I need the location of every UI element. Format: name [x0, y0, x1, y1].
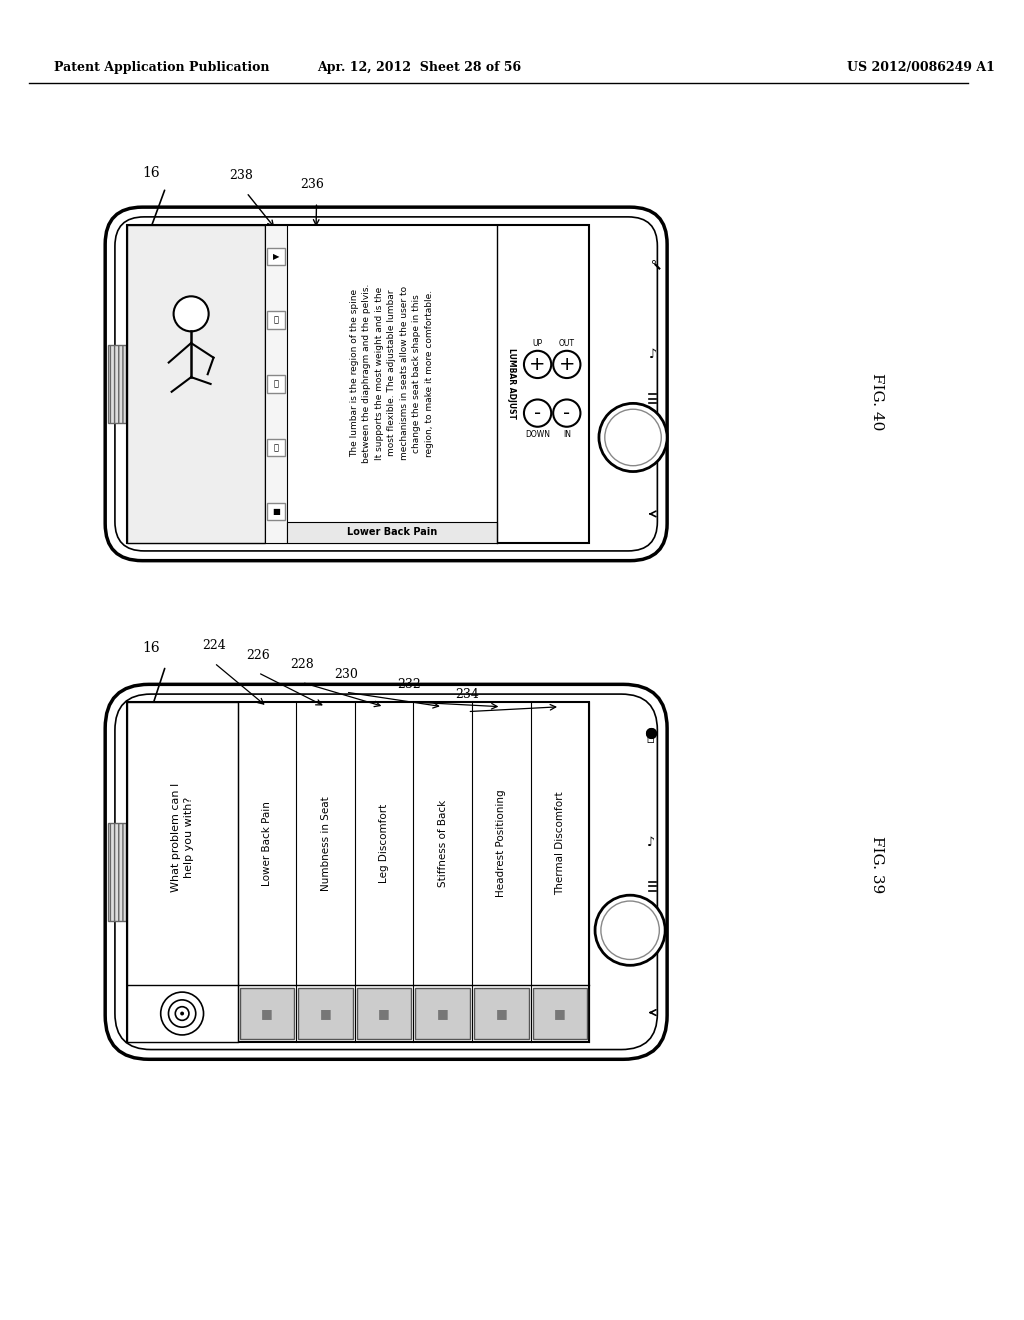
Text: ♪: ♪: [646, 836, 654, 849]
Bar: [109, 345, 126, 422]
Text: ♪: ♪: [648, 348, 656, 362]
Text: US 2012/0086249 A1: US 2012/0086249 A1: [847, 61, 995, 74]
Bar: [267, 248, 285, 265]
Circle shape: [595, 895, 666, 965]
Text: 224: 224: [203, 639, 226, 652]
Bar: [267, 438, 285, 457]
Text: -: -: [563, 404, 570, 422]
Bar: [240, 989, 294, 1039]
Circle shape: [605, 409, 662, 466]
Text: ■: ■: [437, 1007, 449, 1020]
Circle shape: [180, 1011, 184, 1015]
FancyBboxPatch shape: [115, 216, 657, 550]
Text: ■: ■: [261, 1007, 272, 1020]
Text: ■: ■: [319, 1007, 332, 1020]
Text: +: +: [529, 355, 546, 374]
Text: 234: 234: [456, 688, 479, 701]
Circle shape: [601, 902, 659, 960]
Text: Lower Back Pain: Lower Back Pain: [346, 528, 437, 537]
Text: 16: 16: [142, 166, 160, 180]
Circle shape: [524, 400, 551, 426]
Circle shape: [524, 351, 551, 378]
Text: +: +: [558, 355, 575, 374]
Text: ■: ■: [496, 1007, 507, 1020]
Bar: [127, 224, 589, 543]
Text: LUMBAR ADJUST: LUMBAR ADJUST: [507, 348, 516, 420]
Text: Numbness in Seat: Numbness in Seat: [321, 796, 331, 891]
Text: ⏭: ⏭: [273, 444, 279, 451]
Bar: [127, 702, 238, 1041]
Bar: [267, 503, 285, 520]
Bar: [474, 989, 528, 1039]
FancyBboxPatch shape: [115, 694, 657, 1049]
Bar: [127, 702, 589, 1041]
Text: 16: 16: [142, 642, 160, 655]
Text: ■: ■: [378, 1007, 390, 1020]
Text: ■: ■: [554, 1007, 566, 1020]
Circle shape: [553, 351, 581, 378]
Text: ■: ■: [272, 507, 280, 516]
Text: The lumbar is the region of the spine
between the diaphragm and the pelvis.
It s: The lumbar is the region of the spine be…: [350, 284, 434, 463]
Circle shape: [599, 404, 667, 471]
Bar: [267, 312, 285, 329]
Circle shape: [553, 400, 581, 426]
Bar: [267, 375, 285, 392]
Text: Patent Application Publication: Patent Application Publication: [53, 61, 269, 74]
Text: UP: UP: [532, 339, 543, 348]
Text: IN: IN: [563, 430, 570, 438]
Text: $\circ$: $\circ$: [648, 255, 656, 267]
FancyBboxPatch shape: [105, 684, 667, 1059]
Text: Apr. 12, 2012  Sheet 28 of 56: Apr. 12, 2012 Sheet 28 of 56: [316, 61, 521, 74]
Text: -: -: [535, 404, 541, 422]
Text: 236: 236: [300, 178, 324, 191]
Bar: [265, 224, 287, 543]
Bar: [356, 989, 412, 1039]
Text: Stiffness of Back: Stiffness of Back: [437, 800, 447, 887]
Text: 238: 238: [229, 169, 254, 182]
Text: FIG. 39: FIG. 39: [869, 836, 884, 894]
Text: OUT: OUT: [559, 339, 574, 348]
Text: ▶: ▶: [272, 252, 280, 261]
Text: Lower Back Pain: Lower Back Pain: [262, 801, 272, 886]
Text: Thermal Discomfort: Thermal Discomfort: [555, 792, 565, 895]
Circle shape: [174, 296, 209, 331]
Text: ⌕: ⌕: [647, 731, 654, 744]
Text: 226: 226: [246, 648, 270, 661]
Bar: [298, 989, 353, 1039]
Text: ⏸: ⏸: [273, 315, 279, 325]
Bar: [109, 824, 126, 920]
Bar: [287, 521, 497, 543]
Bar: [127, 224, 265, 543]
Text: ⏮: ⏮: [273, 379, 279, 388]
Bar: [416, 989, 470, 1039]
Text: 230: 230: [334, 668, 357, 681]
Text: What problem can I
help you with?: What problem can I help you with?: [171, 783, 194, 892]
Text: Leg Discomfort: Leg Discomfort: [379, 804, 389, 883]
Text: FIG. 40: FIG. 40: [869, 374, 884, 430]
Text: 228: 228: [290, 659, 313, 672]
Text: Headrest Positioning: Headrest Positioning: [497, 789, 506, 898]
FancyBboxPatch shape: [105, 207, 667, 561]
Text: 232: 232: [397, 678, 421, 690]
Bar: [532, 989, 587, 1039]
Text: DOWN: DOWN: [525, 430, 550, 438]
